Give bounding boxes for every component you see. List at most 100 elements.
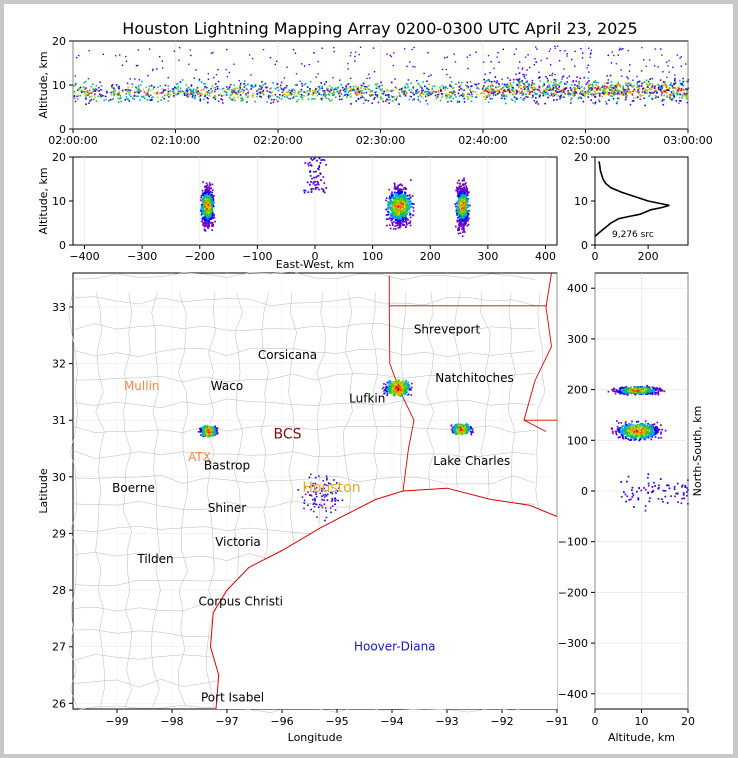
source-point — [241, 98, 244, 100]
source-point — [531, 86, 533, 89]
source-point — [509, 79, 511, 82]
source-point — [500, 88, 503, 90]
source-point — [211, 195, 214, 198]
figure: Houston Lightning Mapping Array 0200-030… — [37, 19, 713, 744]
source-point — [128, 93, 131, 96]
source-point — [459, 213, 462, 216]
source-point — [403, 93, 405, 96]
source-point — [686, 88, 689, 91]
source-point — [566, 93, 569, 95]
source-point — [678, 102, 680, 104]
source-point — [171, 90, 174, 93]
source-point — [560, 94, 563, 97]
source-point — [394, 228, 397, 230]
source-point — [407, 208, 409, 210]
source-point — [84, 94, 87, 97]
source-point — [399, 223, 402, 226]
source-point — [239, 94, 242, 96]
source-point — [233, 92, 236, 94]
source-point — [651, 91, 653, 94]
source-point — [458, 214, 460, 216]
source-point — [493, 91, 496, 94]
source-point — [578, 80, 580, 83]
source-point — [602, 89, 604, 92]
source-point — [207, 186, 210, 188]
source-point — [459, 208, 461, 211]
source-point — [586, 91, 589, 93]
source-point — [376, 96, 379, 99]
source-point — [482, 61, 485, 63]
x-tick-label: 300 — [477, 250, 498, 263]
source-point — [150, 94, 152, 96]
source-point — [86, 90, 89, 92]
source-point — [211, 209, 214, 212]
source-point — [534, 46, 537, 48]
source-point — [163, 94, 166, 97]
source-point — [374, 91, 376, 94]
source-point — [204, 194, 206, 196]
source-point — [395, 192, 398, 194]
source-point — [598, 99, 600, 101]
source-point — [209, 214, 211, 217]
source-point — [398, 201, 401, 204]
source-point — [388, 203, 391, 205]
source-point — [218, 94, 220, 97]
source-point — [463, 192, 466, 195]
source-point — [322, 189, 325, 191]
source-point — [431, 85, 434, 88]
source-point — [128, 89, 130, 91]
source-point — [648, 59, 651, 61]
source-point — [576, 85, 579, 87]
source-point — [562, 88, 565, 91]
source-point — [292, 97, 294, 99]
source-point — [304, 91, 307, 94]
source-point — [200, 89, 203, 92]
source-point — [433, 90, 436, 93]
source-point — [227, 88, 230, 91]
source-point — [119, 94, 122, 97]
source-point — [555, 90, 557, 92]
source-point — [322, 158, 324, 161]
source-point — [578, 83, 580, 85]
source-point — [316, 183, 318, 186]
x-tick-label: 400 — [535, 250, 556, 263]
source-point — [564, 50, 566, 52]
source-point — [659, 89, 662, 91]
source-point — [404, 208, 406, 211]
source-point — [460, 209, 463, 212]
source-point — [515, 89, 518, 92]
source-point — [394, 78, 396, 80]
source-point — [657, 96, 660, 98]
source-point — [508, 91, 511, 93]
source-point — [220, 95, 223, 97]
source-point — [332, 76, 334, 79]
source-point — [393, 98, 396, 101]
source-point — [296, 95, 298, 98]
source-point — [463, 201, 466, 204]
source-point — [679, 93, 682, 96]
source-point — [610, 62, 613, 64]
source-point — [411, 205, 413, 208]
source-point — [661, 54, 663, 56]
source-point — [374, 96, 376, 99]
source-point — [454, 91, 457, 93]
source-point — [400, 184, 403, 187]
source-point — [465, 220, 467, 223]
source-point — [185, 88, 188, 90]
source-point — [403, 203, 406, 205]
source-point — [294, 95, 297, 98]
source-point — [639, 98, 642, 101]
source-point — [651, 83, 654, 85]
source-point — [233, 91, 236, 93]
source-point — [406, 223, 408, 226]
source-point — [83, 91, 86, 93]
source-point — [394, 188, 397, 191]
source-point — [91, 92, 93, 94]
source-point — [99, 96, 102, 98]
source-point — [95, 84, 98, 87]
source-point — [660, 90, 662, 92]
source-point — [409, 220, 412, 223]
source-point — [588, 80, 590, 82]
source-point — [637, 89, 639, 92]
source-point — [404, 90, 407, 93]
